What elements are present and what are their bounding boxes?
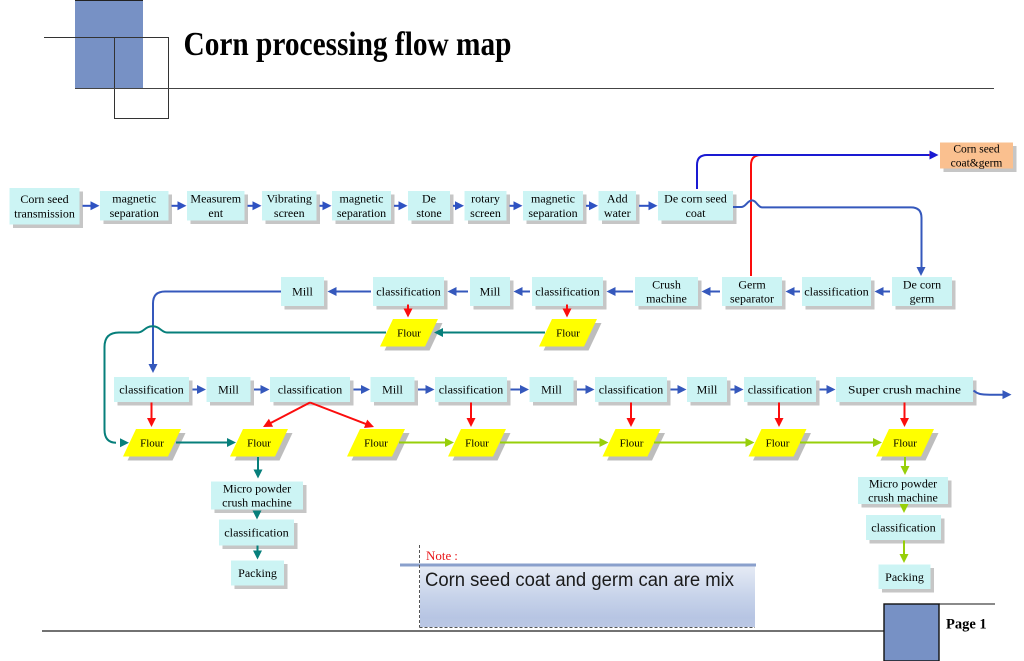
- svg-text:De: De: [422, 192, 436, 206]
- svg-text:Germ: Germ: [738, 278, 766, 292]
- svg-text:coat&germ: coat&germ: [951, 157, 1003, 169]
- svg-text:Flour: Flour: [247, 438, 271, 450]
- svg-text:Vibrating: Vibrating: [267, 192, 312, 206]
- svg-text:Micro powder: Micro powder: [869, 477, 937, 491]
- svg-text:coat: coat: [686, 206, 707, 220]
- svg-text:Corn seed coat and germ can ar: Corn seed coat and germ can are mix: [425, 570, 734, 591]
- svg-text:screen: screen: [274, 206, 305, 220]
- svg-text:Super crush machine: Super crush machine: [848, 383, 961, 397]
- svg-text:De corn seed: De corn seed: [664, 192, 727, 206]
- svg-text:Flour: Flour: [465, 438, 489, 450]
- svg-text:Flour: Flour: [766, 438, 790, 450]
- svg-text:rotary: rotary: [471, 192, 500, 206]
- svg-text:Micro powder: Micro powder: [223, 482, 291, 496]
- svg-text:classification: classification: [804, 285, 869, 299]
- svg-text:Corn seed: Corn seed: [20, 192, 68, 206]
- svg-text:Flour: Flour: [397, 328, 421, 340]
- svg-text:Mill: Mill: [292, 285, 313, 299]
- svg-text:magnetic: magnetic: [112, 192, 156, 206]
- svg-text:Add: Add: [607, 192, 628, 206]
- svg-text:Flour: Flour: [556, 328, 580, 340]
- svg-text:magnetic: magnetic: [531, 192, 575, 206]
- svg-text:Corn processing flow map: Corn processing flow map: [184, 26, 512, 63]
- svg-text:Page 1: Page 1: [946, 617, 987, 633]
- svg-text:Flour: Flour: [140, 438, 164, 450]
- svg-text:crush machine: crush machine: [868, 491, 938, 505]
- svg-text:water: water: [604, 206, 631, 220]
- svg-text:Flour: Flour: [364, 438, 388, 450]
- svg-text:classification: classification: [535, 285, 600, 299]
- svg-text:Crush: Crush: [652, 278, 681, 292]
- svg-text:Flour: Flour: [620, 438, 644, 450]
- svg-text:De corn: De corn: [903, 278, 941, 292]
- svg-text:separation: separation: [337, 206, 386, 220]
- svg-text:separator: separator: [730, 292, 774, 306]
- svg-text:magnetic: magnetic: [340, 192, 384, 206]
- svg-text:classification: classification: [224, 526, 289, 540]
- svg-text:screen: screen: [470, 206, 501, 220]
- svg-text:Flour: Flour: [893, 438, 917, 450]
- svg-text:classification: classification: [376, 285, 441, 299]
- svg-text:Packing: Packing: [238, 566, 277, 580]
- svg-text:Corn seed: Corn seed: [953, 143, 1000, 155]
- svg-text:Note:: Note:: [426, 548, 458, 563]
- svg-text:ent: ent: [208, 206, 223, 220]
- svg-text:Mill: Mill: [218, 383, 239, 397]
- svg-text:Mill: Mill: [480, 285, 501, 299]
- svg-text:machine: machine: [646, 292, 687, 306]
- svg-text:classification: classification: [439, 383, 504, 397]
- svg-text:classification: classification: [278, 383, 343, 397]
- svg-text:Mill: Mill: [382, 383, 403, 397]
- svg-text:classification: classification: [119, 383, 184, 397]
- svg-text:classification: classification: [871, 521, 936, 535]
- svg-text:classification: classification: [748, 383, 813, 397]
- svg-text:Mill: Mill: [697, 383, 718, 397]
- svg-text:Packing: Packing: [885, 570, 924, 584]
- svg-text:Mill: Mill: [541, 383, 562, 397]
- svg-text:classification: classification: [599, 383, 664, 397]
- svg-text:germ: germ: [910, 292, 935, 306]
- svg-text:stone: stone: [416, 206, 441, 220]
- svg-text:crush machine: crush machine: [222, 496, 292, 510]
- svg-text:transmission: transmission: [14, 206, 75, 220]
- svg-text:separation: separation: [528, 206, 577, 220]
- svg-text:Measurem: Measurem: [190, 192, 241, 206]
- svg-text:separation: separation: [110, 206, 159, 220]
